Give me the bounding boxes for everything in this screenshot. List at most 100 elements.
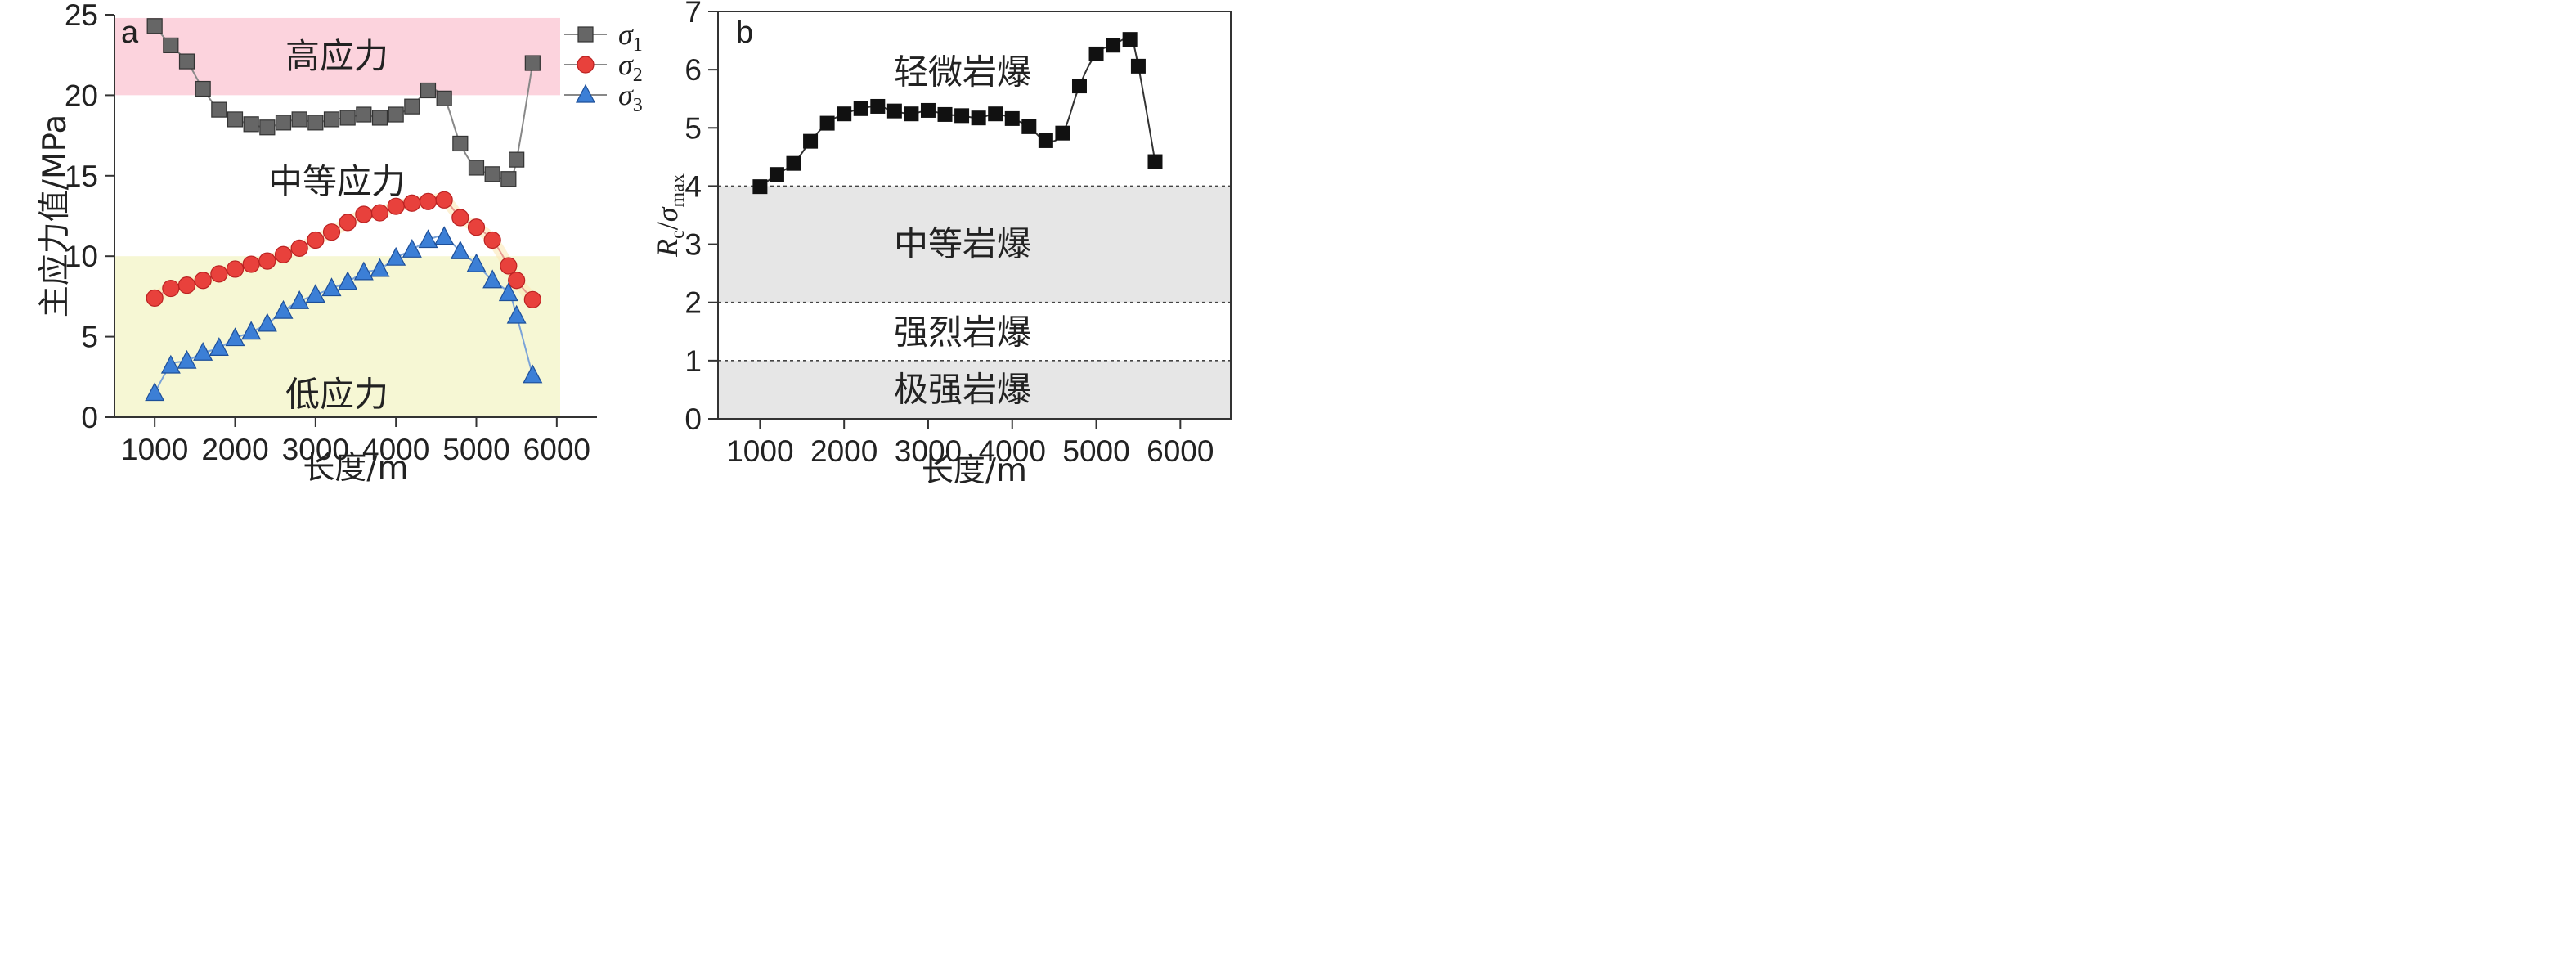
point-σ3-16 [402, 239, 422, 258]
point-ratio-2 [786, 155, 801, 171]
point-σ3-20 [466, 253, 487, 272]
x-tick-label: 1000 [121, 433, 188, 466]
point-σ2-0 [146, 289, 164, 307]
x-tick-label: 5000 [1062, 434, 1129, 468]
point-σ1-10 [307, 115, 324, 131]
x-tick-label: 5000 [442, 433, 509, 466]
point-σ2-17 [419, 192, 438, 210]
point-σ1-15 [388, 106, 404, 123]
point-σ3-5 [225, 327, 245, 347]
point-σ3-18 [434, 226, 455, 245]
x-tick-label: 3000 [282, 433, 349, 466]
y-tick-label: 5 [81, 321, 98, 354]
point-σ3-10 [305, 284, 325, 303]
point-σ2-21 [483, 231, 501, 249]
point-σ2-24 [523, 290, 541, 308]
point-ratio-3 [803, 133, 819, 149]
y-tick-label: 25 [65, 0, 98, 32]
point-σ2-13 [355, 205, 373, 223]
legend-label-σ2: σ2 [618, 48, 643, 86]
point-ratio-7 [870, 98, 886, 114]
point-σ2-18 [435, 191, 453, 209]
y-tick-label: 10 [65, 240, 98, 273]
point-ratio-4 [819, 115, 835, 131]
point-σ3-22 [498, 282, 518, 302]
point-σ1-12 [339, 110, 356, 126]
x-tick-label: 4000 [979, 434, 1046, 468]
y-tick-label: 3 [684, 228, 702, 262]
x-axis-title: 长度/m [922, 452, 1027, 489]
point-ratio-17 [1038, 133, 1053, 148]
zone-band-1 [718, 186, 1231, 303]
point-ratio-23 [1130, 58, 1146, 74]
point-σ3-1 [160, 354, 181, 374]
point-σ3-7 [257, 312, 277, 332]
x-tick-label: 2000 [810, 434, 877, 468]
y-tick-label: 15 [65, 160, 98, 193]
point-σ3-3 [193, 341, 213, 361]
point-σ3-15 [386, 246, 406, 266]
point-σ2-20 [467, 218, 486, 236]
point-ratio-8 [886, 103, 902, 119]
point-σ2-1 [162, 279, 180, 298]
point-ratio-6 [853, 101, 868, 116]
y-axis-title-part: / [651, 222, 684, 230]
point-ratio-20 [1088, 46, 1104, 61]
point-σ3-14 [370, 258, 390, 277]
point-σ1-19 [452, 135, 469, 152]
point-σ1-13 [356, 106, 372, 123]
point-σ3-0 [145, 382, 165, 402]
point-σ1-23 [509, 151, 525, 168]
point-σ1-0 [146, 18, 163, 34]
legend-label-sub: 2 [633, 65, 643, 86]
point-σ2-14 [370, 204, 389, 222]
point-ratio-21 [1106, 38, 1121, 53]
point-ratio-5 [837, 106, 852, 122]
plot-frame [717, 11, 1232, 420]
x-tick-label: 3000 [895, 434, 962, 468]
point-σ2-9 [290, 239, 308, 257]
y-axis-title-part: σ [651, 206, 684, 222]
panel-label-a: a [121, 16, 139, 50]
point-σ2-16 [403, 194, 421, 212]
stress-zones [114, 17, 560, 417]
point-ratio-13 [971, 110, 986, 126]
y-axis-title: Rc/σmax [651, 173, 689, 258]
point-σ2-11 [322, 223, 341, 241]
x-tick-label: 1000 [726, 434, 793, 468]
point-ratio-12 [954, 108, 970, 124]
legend-marker-σ2 [577, 56, 595, 74]
point-σ1-5 [227, 111, 244, 128]
point-σ3-8 [273, 299, 294, 319]
point-σ2-22 [500, 257, 518, 275]
y-tick-label: 5 [684, 111, 702, 145]
point-ratio-16 [1021, 119, 1037, 134]
y-tick-label: 0 [684, 402, 702, 436]
zone-label-1: 中等岩爆 [894, 224, 1031, 264]
y-tick-label: 0 [81, 401, 98, 434]
point-σ2-10 [307, 231, 325, 249]
point-σ3-6 [241, 321, 262, 340]
point-σ3-13 [353, 261, 374, 281]
point-ratio-0 [752, 179, 768, 195]
point-ratio-14 [988, 106, 1003, 122]
point-σ2-7 [258, 252, 276, 270]
point-σ1-11 [323, 111, 340, 128]
point-σ2-6 [242, 255, 260, 273]
zone-label-2: 低应力 [285, 374, 388, 414]
point-ratio-22 [1122, 32, 1138, 47]
panel-a-chart: 0 5 10 15 20 25 1000 2000 3000 4000 5000 6000 长度/m 主应… [37, 0, 643, 487]
point-σ1-20 [468, 160, 485, 176]
y-tick-label: 2 [684, 286, 702, 320]
point-ratio-10 [920, 102, 936, 118]
point-σ3-4 [209, 337, 229, 356]
point-ratio-1 [769, 167, 784, 182]
point-σ3-17 [418, 229, 438, 249]
ratio-series-markers [752, 32, 1163, 195]
point-σ1-6 [243, 116, 259, 133]
point-σ1-18 [436, 90, 452, 106]
y-tick-label: 6 [684, 53, 702, 87]
